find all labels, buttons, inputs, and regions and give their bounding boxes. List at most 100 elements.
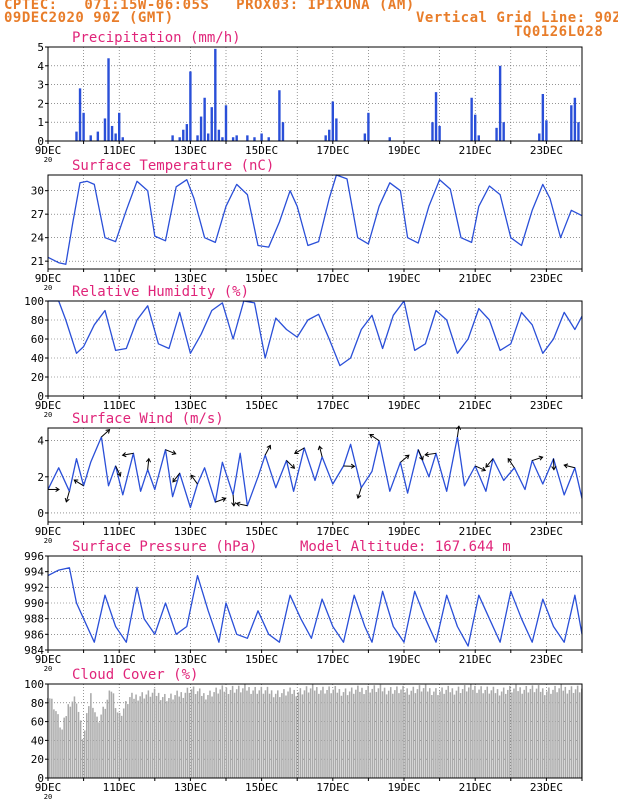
cloud-bar xyxy=(361,687,363,778)
cloud-bar xyxy=(574,689,577,778)
cloud-bar xyxy=(492,686,495,778)
cloud-bar xyxy=(246,690,248,778)
panel-title: Precipitation (mm/h) xyxy=(72,30,241,46)
panel-precipitation: 0 1 2 3 4 5 9DEC 11DEC 13DEC 15DEC 17DEC 19DEC 21DEC… xyxy=(35,30,583,164)
wind-vector xyxy=(264,444,272,456)
panel-frame xyxy=(47,174,583,270)
cloud-bar xyxy=(548,687,550,778)
precip-bar xyxy=(178,137,181,141)
cloud-bar xyxy=(379,684,382,778)
cloud-bar xyxy=(472,689,474,778)
panel-frame xyxy=(47,46,583,142)
cloud-bar xyxy=(83,730,86,778)
cloud-bar xyxy=(194,694,197,778)
x-tick-label: 15DEC xyxy=(245,144,278,157)
series-line xyxy=(47,174,583,265)
precip-bar xyxy=(324,135,327,141)
cloud-bar xyxy=(396,686,398,778)
cloud-bar xyxy=(381,691,384,778)
x-year-label: 20 xyxy=(44,793,52,800)
wind-vector xyxy=(145,457,152,470)
x-tick-label: 17DEC xyxy=(316,525,349,538)
wind-vector-head xyxy=(356,494,362,500)
cloud-bar xyxy=(293,689,295,778)
header-model: TQ0126L028 xyxy=(514,24,604,40)
wind-vector-shaft xyxy=(357,487,362,499)
series-line xyxy=(47,436,583,509)
cloud-bar xyxy=(385,694,388,778)
cloud-bar xyxy=(139,696,141,778)
y-tick-label: 21 xyxy=(31,255,44,268)
precip-bar xyxy=(217,129,221,141)
wind-vector xyxy=(317,445,323,458)
precip-bar xyxy=(82,112,85,141)
wind-vector-head xyxy=(507,457,513,463)
panel-frame xyxy=(47,300,583,397)
precip-bar xyxy=(577,122,580,141)
y-tick-label: 20 xyxy=(31,371,44,384)
cloud-bar xyxy=(299,688,302,778)
wind-vector xyxy=(286,460,296,469)
cloud-bar xyxy=(161,697,164,778)
cloud-bar xyxy=(568,689,571,778)
cloud-bar xyxy=(262,693,265,778)
cloud-bar xyxy=(301,694,304,778)
cloud-bar xyxy=(445,689,447,778)
x-tick-label: 9DEC xyxy=(35,653,62,666)
wind-vector xyxy=(507,457,515,469)
cloud-bar xyxy=(174,695,176,778)
wind-vector-shaft xyxy=(417,449,424,460)
x-tick-label: 19DEC xyxy=(387,399,420,412)
cloud-bar xyxy=(305,686,308,778)
precip-bar xyxy=(207,133,210,141)
cloud-bar xyxy=(576,685,579,778)
x-tick-label: 19DEC xyxy=(387,144,420,157)
panel-title: Surface Temperature (nC) xyxy=(72,158,274,174)
precip-bar xyxy=(235,135,238,141)
cloud-bar xyxy=(488,693,491,778)
x-tick-label: 23DEC xyxy=(530,272,563,285)
cloud-bar xyxy=(209,690,211,778)
cloud-bar xyxy=(336,692,339,778)
x-tick-label: 9DEC xyxy=(35,781,62,794)
cloud-bar xyxy=(250,693,252,778)
cloud-bar xyxy=(463,685,466,778)
wind-vector-head xyxy=(424,451,429,457)
x-tick-label: 23DEC xyxy=(530,144,563,157)
precip-bar xyxy=(110,125,114,141)
cloud-bar xyxy=(122,708,125,778)
x-tick-label: 17DEC xyxy=(316,653,349,666)
x-tick-label: 19DEC xyxy=(387,272,420,285)
y-tick-label: 24 xyxy=(31,232,45,245)
cloud-bar xyxy=(170,693,172,778)
cloud-bar xyxy=(235,689,238,778)
y-tick-label: 988 xyxy=(24,613,44,626)
cloud-bar xyxy=(190,689,193,778)
cloud-bar xyxy=(258,690,261,778)
wind-vector-shaft xyxy=(190,474,198,485)
cloud-bar xyxy=(408,694,410,778)
x-tick-label: 11DEC xyxy=(103,399,136,412)
y-tick-label: 994 xyxy=(24,566,44,579)
wind-vector-shaft xyxy=(74,479,84,487)
wind-vector xyxy=(73,479,84,487)
wind-vector-head xyxy=(121,452,127,458)
cloud-bar xyxy=(69,706,72,778)
cloud-bar xyxy=(418,685,421,778)
cloud-bar xyxy=(478,689,480,778)
wind-vector-shaft xyxy=(115,465,121,477)
cloud-bar xyxy=(357,685,359,778)
wind-vector-shaft xyxy=(165,449,176,455)
cloud-bar xyxy=(283,689,285,778)
cloud-bar xyxy=(287,691,289,778)
x-tick-label: 11DEC xyxy=(103,781,136,794)
cloud-bar xyxy=(344,688,347,778)
cloud-bar xyxy=(104,708,107,778)
y-tick-label: 0 xyxy=(37,135,44,148)
wind-vector xyxy=(532,455,544,462)
precip-bar xyxy=(573,97,577,141)
cloud-bar xyxy=(248,687,250,778)
cloud-bar xyxy=(65,716,67,778)
wind-vector xyxy=(215,497,227,503)
cloud-bar xyxy=(274,693,277,778)
